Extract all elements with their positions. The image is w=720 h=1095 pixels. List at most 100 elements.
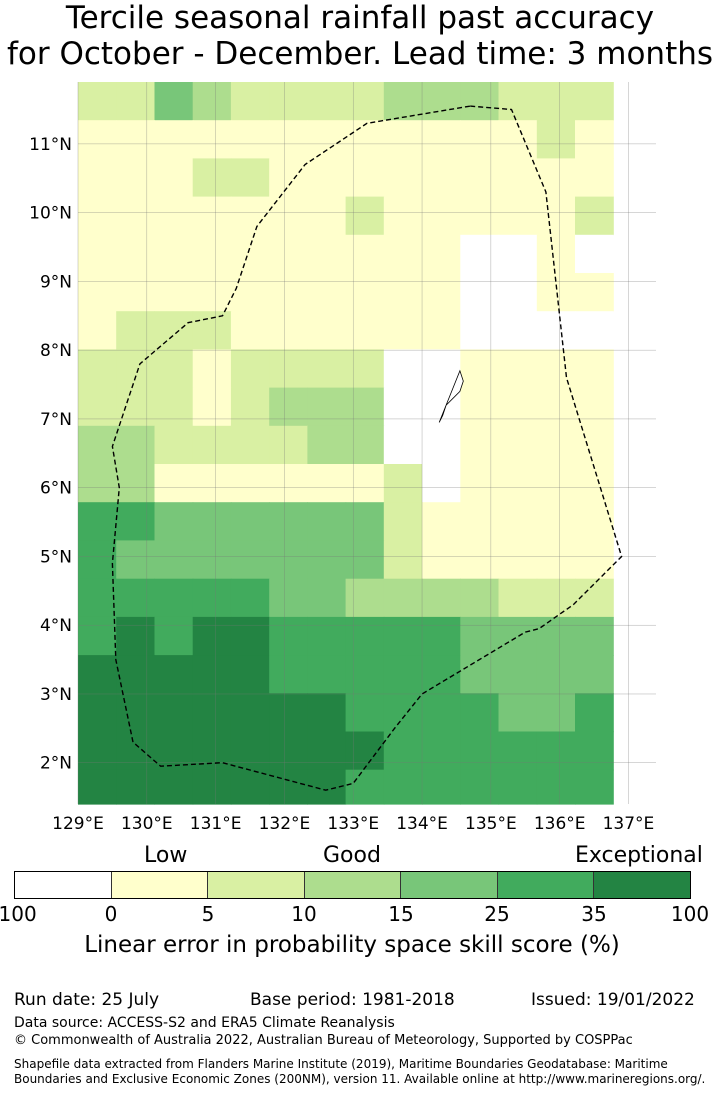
grid-cell — [78, 234, 117, 274]
grid-cell — [422, 120, 461, 159]
colorbar-tick: 35 — [581, 902, 607, 926]
grid-cell — [575, 655, 614, 694]
grid-cell — [498, 311, 538, 350]
grid-cell — [307, 120, 347, 159]
grid-cell — [575, 120, 614, 159]
grid-cell — [154, 158, 194, 198]
grid-cell — [498, 540, 538, 580]
latitude-tick-label: 3°N — [40, 685, 72, 705]
grid-cell — [230, 502, 270, 541]
grid-cell — [78, 693, 117, 733]
grid-cell — [269, 693, 308, 733]
grid-cell — [383, 731, 423, 771]
grid-cell — [192, 578, 232, 618]
grid-cell — [230, 655, 270, 694]
grid-cell — [307, 616, 347, 656]
grid-cell — [575, 540, 614, 580]
grid-cell — [230, 769, 270, 805]
grid-cell — [498, 234, 538, 274]
eez-boundary — [111, 105, 623, 791]
grid-cell — [498, 693, 538, 733]
grid-cell — [422, 234, 461, 274]
grid-cell — [460, 693, 500, 733]
grid-cell — [383, 196, 423, 236]
grid-cell — [536, 655, 576, 694]
grid-cell — [498, 387, 538, 427]
grid-cell — [460, 769, 500, 805]
latitude-tick-label: 2°N — [40, 754, 72, 774]
grid-cell — [345, 464, 385, 503]
grid-cell — [154, 616, 194, 656]
longitude-tick-label: 136°E — [534, 814, 586, 834]
grid-cell — [498, 578, 538, 618]
latitude-tick-label: 8°N — [40, 341, 72, 361]
grid-cell — [269, 769, 308, 805]
grid-cell — [422, 425, 461, 465]
grid-cell — [307, 82, 347, 121]
grid-cell — [575, 311, 614, 350]
grid-cell — [536, 540, 576, 580]
grid-cell — [345, 349, 385, 389]
grid-cell — [575, 578, 614, 618]
grid-cell — [78, 158, 117, 198]
grid-cell — [116, 616, 155, 656]
grid-cell — [192, 731, 232, 771]
grid-cell — [422, 731, 461, 771]
grid-cell — [536, 82, 576, 121]
grid-cell — [192, 273, 232, 312]
grid-cell — [154, 502, 194, 541]
colorbar-tick: 15 — [388, 902, 414, 926]
grid-cell — [383, 769, 423, 805]
grid-cell — [460, 578, 500, 618]
grid-cell — [575, 273, 614, 312]
grid-cell — [78, 349, 117, 389]
longitude-tick-label: 132°E — [259, 814, 311, 834]
issued-date: Issued: 19/01/2022 — [531, 990, 695, 1010]
colorbar-label-exceptional: Exceptional — [575, 843, 703, 868]
grid-cell — [154, 349, 194, 389]
grid-cell — [307, 425, 347, 465]
grid-cell — [422, 693, 461, 733]
grid-cell — [536, 120, 576, 159]
grid-cell — [345, 731, 385, 771]
grid-cell — [307, 655, 347, 694]
grid-cell — [116, 540, 155, 580]
grid-cell — [536, 158, 576, 198]
longitude-tick-label: 130°E — [121, 814, 173, 834]
colorbar-bin-4 — [401, 872, 498, 898]
grid-cell — [78, 464, 117, 503]
grid-cell — [116, 769, 155, 805]
colorbar — [14, 871, 691, 899]
grid-cell — [498, 502, 538, 541]
grid-cell — [78, 655, 117, 694]
grid-cell — [575, 82, 614, 121]
grid-cell — [154, 425, 194, 465]
latitude-labels: 11°N 10°N 9°N 8°N 7°N 6°N 5°N 4°N 3°N 2°N — [29, 135, 72, 774]
grid-cell — [536, 196, 576, 236]
grid-cell — [116, 464, 155, 503]
grid-cell — [230, 311, 270, 350]
grid-cell — [422, 196, 461, 236]
colorbar-bin-5 — [497, 872, 595, 898]
colorbar-tick: 100 — [670, 902, 710, 926]
grid-cell — [154, 655, 194, 694]
grid-cell — [230, 464, 270, 503]
grid-cell — [154, 578, 194, 618]
grid-cell — [269, 655, 308, 694]
grid-cell — [460, 464, 500, 503]
grid-cell — [460, 655, 500, 694]
grid-cell — [460, 82, 500, 121]
grid-cell — [307, 502, 347, 541]
grid-cell — [460, 311, 500, 350]
grid-cell — [269, 540, 308, 580]
grid-cell — [536, 387, 576, 427]
grid-cell — [345, 540, 385, 580]
grid-cell — [498, 616, 538, 656]
grid-cell — [116, 425, 155, 465]
grid-cell — [307, 464, 347, 503]
grid-cell — [78, 502, 117, 541]
grid-cell — [269, 82, 308, 121]
grid-cell — [116, 311, 155, 350]
colorbar-bin-2 — [208, 872, 305, 898]
grid-cell — [230, 158, 270, 198]
